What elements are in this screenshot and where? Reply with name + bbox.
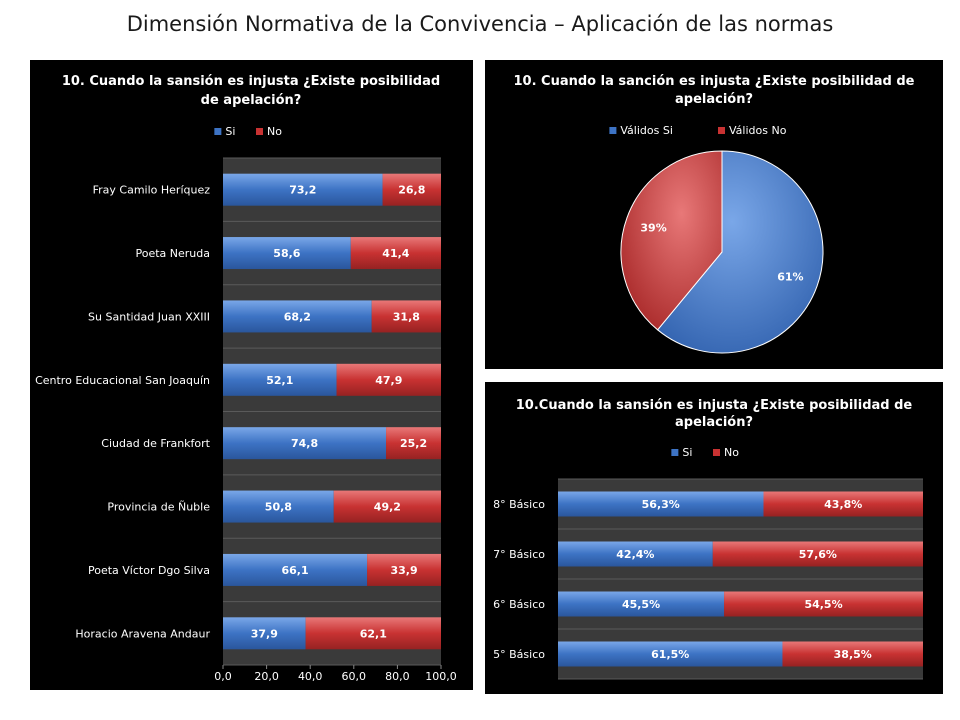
bar-si [223, 237, 351, 270]
chart-panel-schools: 10. Cuando la sansión es injusta ¿Existe… [30, 60, 473, 690]
data-label-no: 38,5% [834, 648, 872, 661]
bar-si [223, 427, 387, 460]
bar-no [782, 641, 923, 667]
legend-label-si: Si [225, 125, 235, 138]
x-tick-label: 0,0 [214, 670, 232, 683]
page-title: Dimensión Normativa de la Convivencia – … [126, 12, 834, 36]
category-label: Centro Educacional San Joaquín [35, 374, 210, 387]
data-label-si: 37,9 [251, 627, 278, 640]
pie-slice-no [620, 150, 723, 331]
bar-no [386, 427, 441, 460]
bar-no [382, 173, 441, 206]
bar-si [558, 641, 783, 667]
bar-no [763, 491, 923, 517]
bar-si [558, 591, 725, 617]
data-label-si: 42,4% [616, 548, 654, 561]
bar-si [558, 491, 764, 517]
data-label-no: 31,8 [393, 310, 420, 323]
bar-si [223, 553, 368, 586]
data-label-no: 57,6% [799, 548, 837, 561]
data-label-si: 66,1 [281, 564, 308, 577]
legend-swatch-si [609, 127, 617, 134]
legend-label-si: Válidos Si [620, 124, 673, 137]
category-label: 5° Básico [493, 648, 545, 661]
data-label-si: 74,8 [291, 437, 318, 450]
chart-panel-grades: 10.Cuando la sansión es injusta ¿Existe … [485, 382, 943, 694]
chart-panel-pie: 10. Cuando la sanción es injusta ¿Existe… [485, 60, 943, 369]
chart-title: 10.Cuando la sansión es injusta ¿Existe … [516, 398, 913, 413]
x-tick-label: 100,0 [425, 670, 457, 683]
bar-no [350, 237, 441, 270]
data-label-no: 49,2 [374, 501, 401, 514]
legend-swatch-no [718, 127, 725, 134]
category-label: 8° Básico [493, 498, 545, 511]
legend-label-no: No [267, 125, 282, 138]
bar-no [371, 300, 441, 333]
data-label-no: 43,8% [824, 498, 862, 511]
bar-no [333, 490, 441, 523]
data-label-no: 41,4 [382, 247, 409, 260]
category-label: 6° Básico [493, 598, 545, 611]
x-tick-label: 20,0 [254, 670, 279, 683]
category-label: Fray Camilo Heríquez [93, 184, 211, 197]
bar-no [336, 363, 441, 396]
pie-label-no: 39% [640, 221, 666, 234]
schools-bar-chart: 10. Cuando la sansión es injusta ¿Existe… [35, 74, 457, 683]
pie-label-si: 61% [777, 271, 803, 284]
bar-si [223, 173, 383, 206]
category-label: Poeta Víctor Dgo Silva [88, 564, 210, 577]
data-label-no: 62,1 [360, 627, 387, 640]
data-label-si: 68,2 [284, 310, 311, 323]
data-label-si: 50,8 [265, 501, 292, 514]
x-tick-label: 40,0 [298, 670, 323, 683]
grades-bar-chart: 10.Cuando la sansión es injusta ¿Existe … [493, 398, 923, 680]
category-label: Su Santidad Juan XXIII [88, 310, 210, 323]
chart-title: apelación? [675, 415, 753, 430]
chart-title: de apelación? [201, 93, 302, 108]
legend-swatch-no [256, 128, 263, 135]
data-label-no: 25,2 [400, 437, 427, 450]
category-label: 7° Básico [493, 548, 545, 561]
data-label-no: 54,5% [804, 598, 842, 611]
bar-si [223, 300, 372, 333]
data-label-no: 26,8 [398, 184, 425, 197]
x-tick-label: 80,0 [385, 670, 410, 683]
category-label: Poeta Neruda [135, 247, 210, 260]
legend-swatch-si [214, 128, 222, 135]
bar-si [223, 363, 337, 396]
data-label-no: 33,9 [390, 564, 417, 577]
category-label: Ciudad de Frankfort [101, 437, 210, 450]
data-label-si: 45,5% [622, 598, 660, 611]
legend-swatch-no [713, 449, 720, 456]
data-label-si: 73,2 [289, 184, 316, 197]
data-label-no: 47,9 [375, 374, 402, 387]
chart-title: 10. Cuando la sanción es injusta ¿Existe… [514, 74, 915, 89]
chart-title: 10. Cuando la sansión es injusta ¿Existe… [62, 74, 440, 89]
bar-no [305, 617, 441, 650]
bar-no [367, 553, 441, 586]
bar-si [223, 617, 306, 650]
bar-no [724, 591, 923, 617]
data-label-si: 56,3% [642, 498, 680, 511]
legend-swatch-si [671, 449, 679, 456]
category-label: Horacio Aravena Andaur [75, 627, 210, 640]
legend-label-no: No [724, 446, 739, 459]
data-label-si: 58,6 [273, 247, 300, 260]
pie-chart: 10. Cuando la sanción es injusta ¿Existe… [514, 74, 915, 354]
legend-label-si: Si [682, 446, 692, 459]
bar-si [558, 541, 713, 567]
bar-no [712, 541, 923, 567]
pie-slice-si [656, 150, 824, 354]
data-label-si: 52,1 [266, 374, 293, 387]
data-label-si: 61,5% [651, 648, 689, 661]
x-tick-label: 60,0 [342, 670, 367, 683]
category-label: Provincia de Ñuble [107, 501, 210, 514]
chart-title: apelación? [675, 92, 753, 107]
bar-si [223, 490, 334, 523]
legend-label-no: Válidos No [729, 124, 787, 137]
